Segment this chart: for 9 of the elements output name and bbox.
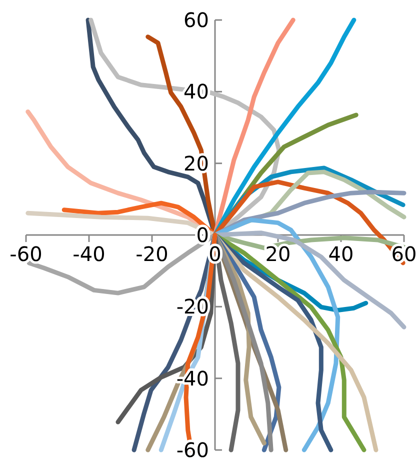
y-tick-label: 60: [184, 8, 209, 32]
x-tick-label: 20: [265, 242, 291, 266]
y-tick-label: 0: [196, 223, 209, 247]
x-tick-label: -20: [136, 242, 168, 266]
x-tick-label: 40: [328, 242, 354, 266]
x-tick-label: -40: [72, 242, 106, 266]
x-tick-label: -60: [10, 242, 42, 266]
y-tick-label: 40: [184, 80, 209, 104]
y-tick-label: -60: [176, 438, 209, 462]
